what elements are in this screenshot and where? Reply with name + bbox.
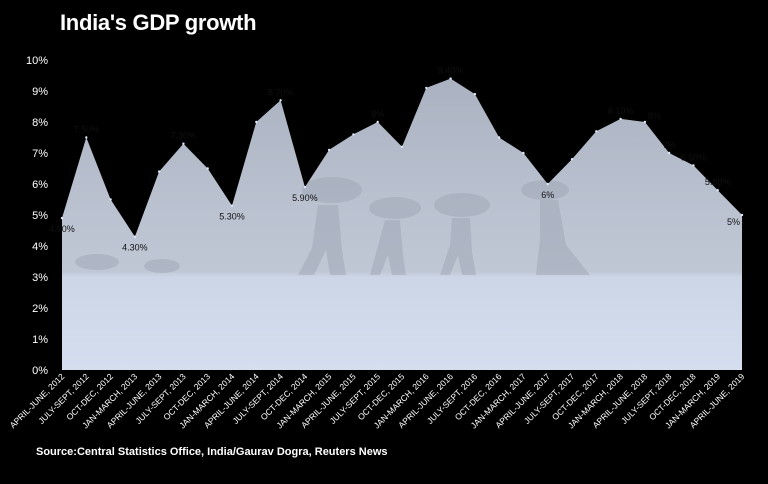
y-tick-label: 2% [32, 303, 48, 315]
gdp-area [62, 78, 742, 370]
data-label: 7% [663, 140, 676, 150]
data-point [595, 130, 598, 133]
data-point [230, 204, 234, 207]
data-point [255, 120, 258, 124]
data-point [497, 136, 501, 139]
data-point [546, 182, 549, 186]
data-point [667, 151, 671, 155]
data-label: 4.90% [49, 224, 75, 234]
data-point [206, 167, 209, 170]
data-point [619, 117, 622, 121]
y-tick-label: 0% [32, 365, 48, 377]
data-point [716, 189, 719, 192]
data-point [133, 235, 137, 238]
source-note: Source:Central Statistics Office, India/… [36, 446, 388, 458]
data-label: 8% [371, 109, 384, 119]
data-label: 6% [541, 190, 554, 200]
data-label: 7.30% [171, 131, 197, 141]
data-point [449, 77, 452, 80]
data-label: 5.90% [292, 193, 318, 203]
data-point [279, 99, 282, 102]
data-point [376, 120, 379, 124]
chart-title: India's GDP growth [60, 10, 257, 35]
data-label: 8.10% [608, 106, 634, 116]
data-label: 9.40% [438, 66, 464, 76]
data-point [60, 216, 64, 220]
data-point [425, 86, 428, 90]
data-point [692, 164, 695, 167]
area-mask [62, 60, 742, 237]
data-label: 8.70% [268, 87, 294, 97]
y-tick-label: 5% [32, 210, 48, 222]
y-tick-label: 8% [32, 117, 48, 129]
data-label: 7.50% [74, 125, 100, 135]
y-tick-label: 7% [32, 148, 48, 160]
data-label: 6.50% [681, 152, 707, 162]
y-tick-label: 10% [26, 55, 48, 67]
data-point [182, 142, 185, 145]
data-label: 5% [727, 217, 740, 227]
data-point [400, 145, 404, 148]
data-label: 4.30% [122, 243, 148, 253]
data-point [157, 170, 161, 173]
y-tick-label: 3% [32, 272, 48, 284]
data-point [303, 185, 307, 189]
y-tick-label: 4% [32, 241, 48, 253]
data-point [522, 151, 525, 155]
data-point [352, 133, 355, 136]
data-label: 8% [648, 111, 661, 121]
data-label: 5.30% [219, 212, 245, 222]
data-point [85, 136, 88, 139]
data-point [740, 213, 744, 217]
data-point [327, 148, 331, 152]
y-tick-label: 9% [32, 86, 48, 98]
data-label: 5.80% [705, 177, 731, 187]
y-tick-label: 1% [32, 334, 48, 346]
data-point [570, 158, 574, 161]
data-point [473, 92, 477, 96]
data-point [109, 198, 112, 201]
data-point [643, 120, 647, 124]
y-tick-label: 6% [32, 179, 48, 191]
